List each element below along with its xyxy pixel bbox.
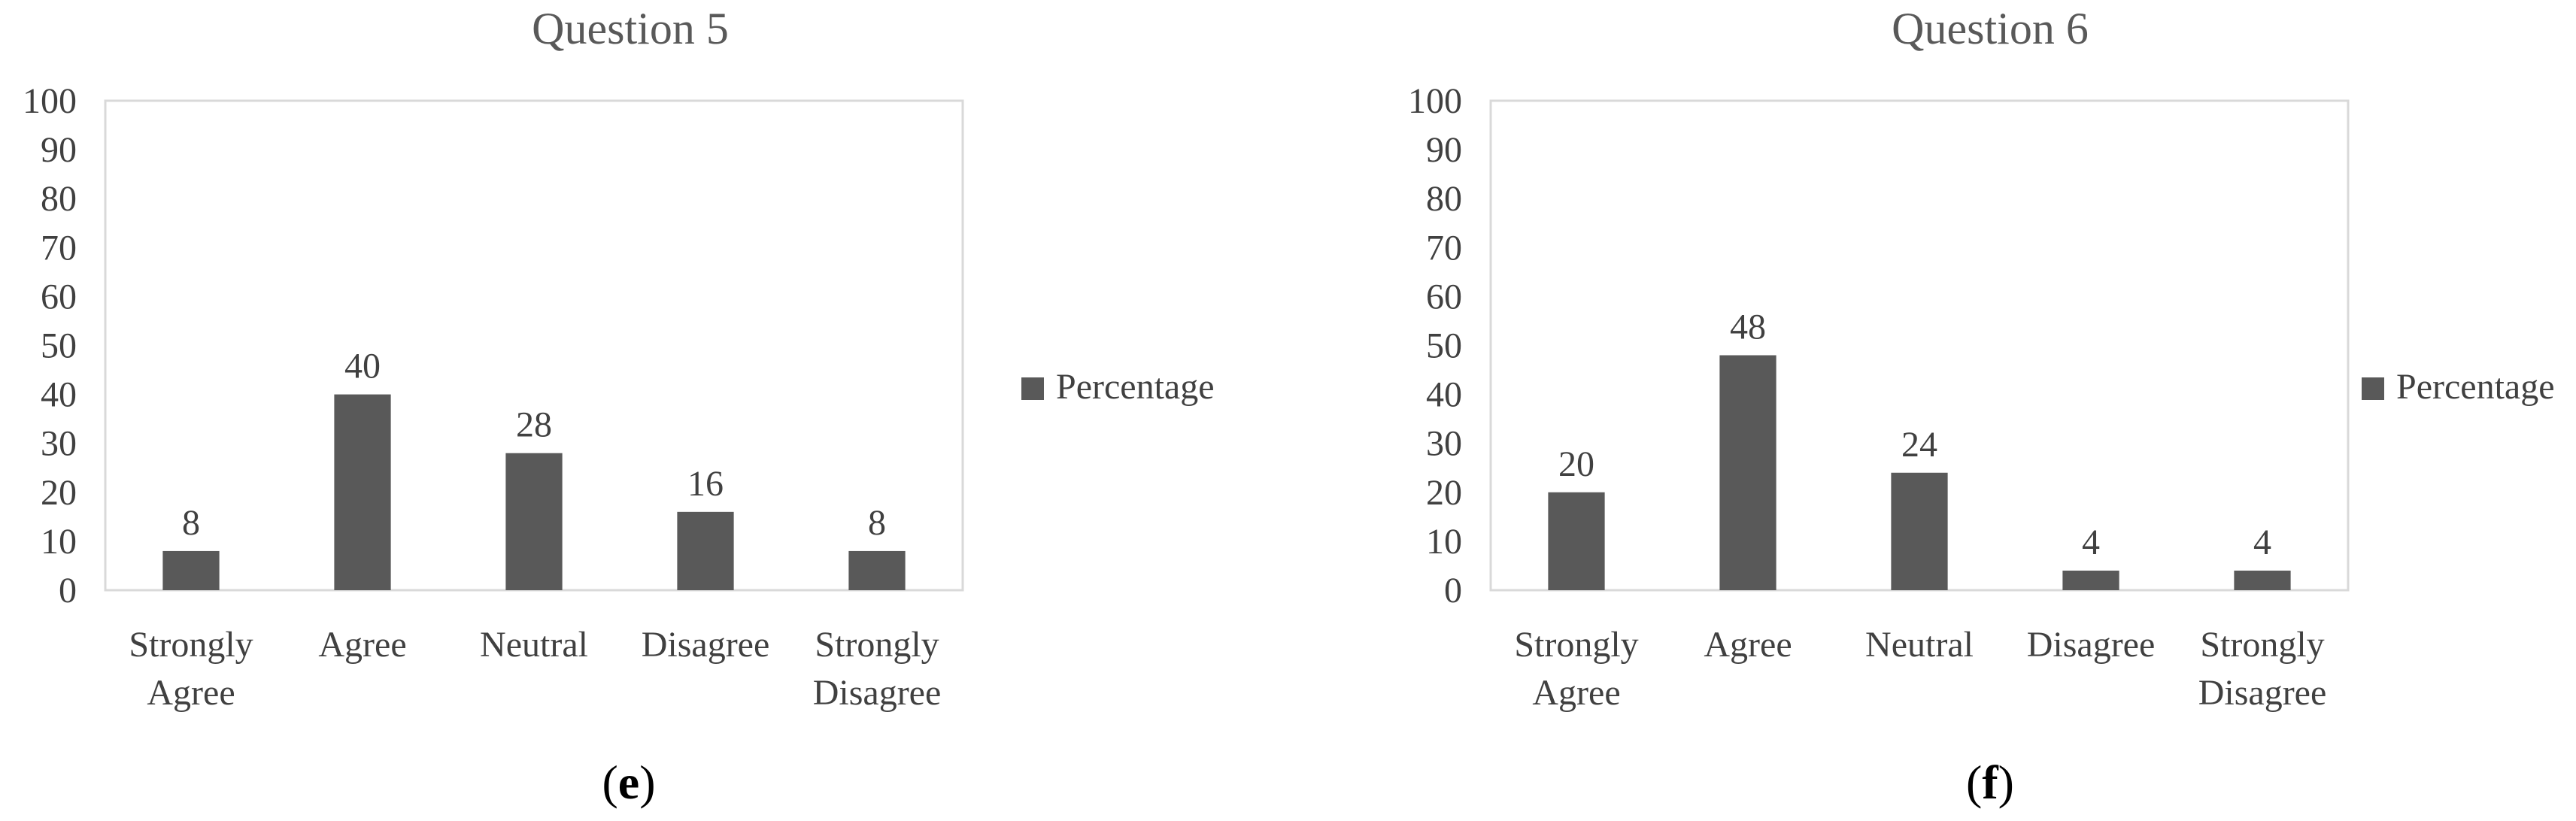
legend: Percentage xyxy=(1021,367,1215,407)
chart-question-5: Question 5 0 10 20 30 40 50 60 70 80 90 100 8 Strongl… xyxy=(23,4,1215,809)
legend-swatch xyxy=(1021,377,1044,400)
y-tick-label: 60 xyxy=(1426,277,1462,317)
chart-question-6: Question 6 0 10 20 30 40 50 60 70 80 90 100 20 Strong… xyxy=(1408,4,2555,809)
category-label: Strongly Disagree xyxy=(2198,625,2327,713)
y-tick-label: 90 xyxy=(41,130,77,170)
panel-label: (e) xyxy=(602,756,655,809)
category-label: Disagree xyxy=(2027,625,2156,665)
data-label: 8 xyxy=(182,503,200,543)
category-label: Strongly Agree xyxy=(1514,625,1638,713)
category-label: Strongly Disagree xyxy=(813,625,942,713)
y-tick-label: 70 xyxy=(41,228,77,268)
bar xyxy=(334,394,391,590)
y-tick-label: 10 xyxy=(41,522,77,562)
legend-label: Percentage xyxy=(1056,367,1215,407)
y-tick-label: 20 xyxy=(1426,473,1462,513)
y-tick-label: 10 xyxy=(1426,522,1462,562)
bar xyxy=(2062,570,2119,590)
y-tick-label: 40 xyxy=(1426,375,1462,415)
category-label: Neutral xyxy=(480,625,588,665)
y-tick-label: 40 xyxy=(41,375,77,415)
bar xyxy=(1548,492,1605,590)
legend-swatch xyxy=(2362,377,2384,400)
bar xyxy=(505,453,563,590)
data-label: 28 xyxy=(516,405,552,445)
y-tick-label: 30 xyxy=(1426,424,1462,464)
data-label: 48 xyxy=(1730,307,1766,347)
y-tick-label: 60 xyxy=(41,277,77,317)
category-label: Agree xyxy=(1704,625,1792,665)
bar xyxy=(162,550,220,590)
y-tick-label: 20 xyxy=(41,473,77,513)
chart-title: Question 6 xyxy=(1892,4,2089,53)
y-tick-label: 50 xyxy=(1426,326,1462,366)
bar xyxy=(848,550,906,590)
category-label: Neutral xyxy=(1865,625,1974,665)
data-label: 20 xyxy=(1558,444,1594,484)
y-tick-label: 50 xyxy=(41,326,77,366)
y-tick-label: 80 xyxy=(1426,179,1462,219)
data-label: 24 xyxy=(1901,425,1937,465)
y-tick-label: 100 xyxy=(23,81,77,121)
bar xyxy=(1719,355,1776,590)
data-label: 4 xyxy=(2253,523,2271,562)
category-label: Agree xyxy=(318,625,406,665)
bar xyxy=(677,511,734,590)
chart-title: Question 5 xyxy=(532,4,729,53)
y-tick-label: 30 xyxy=(41,424,77,464)
y-tick-label: 80 xyxy=(41,179,77,219)
y-tick-label: 90 xyxy=(1426,130,1462,170)
data-label: 40 xyxy=(344,347,381,386)
category-label: Strongly Agree xyxy=(129,625,253,713)
y-tick-label: 70 xyxy=(1426,228,1462,268)
panel-label: (f) xyxy=(1966,756,2014,809)
category-label: Disagree xyxy=(642,625,770,665)
data-label: 16 xyxy=(687,464,724,504)
legend-label: Percentage xyxy=(2396,367,2555,407)
legend: Percentage xyxy=(2362,367,2555,407)
y-tick-label: 100 xyxy=(1408,81,1462,121)
bar xyxy=(1891,472,1948,590)
bar xyxy=(2234,570,2291,590)
data-label: 4 xyxy=(2082,523,2100,562)
y-tick-label: 0 xyxy=(59,571,77,610)
y-tick-label: 0 xyxy=(1444,571,1462,610)
data-label: 8 xyxy=(868,503,886,543)
